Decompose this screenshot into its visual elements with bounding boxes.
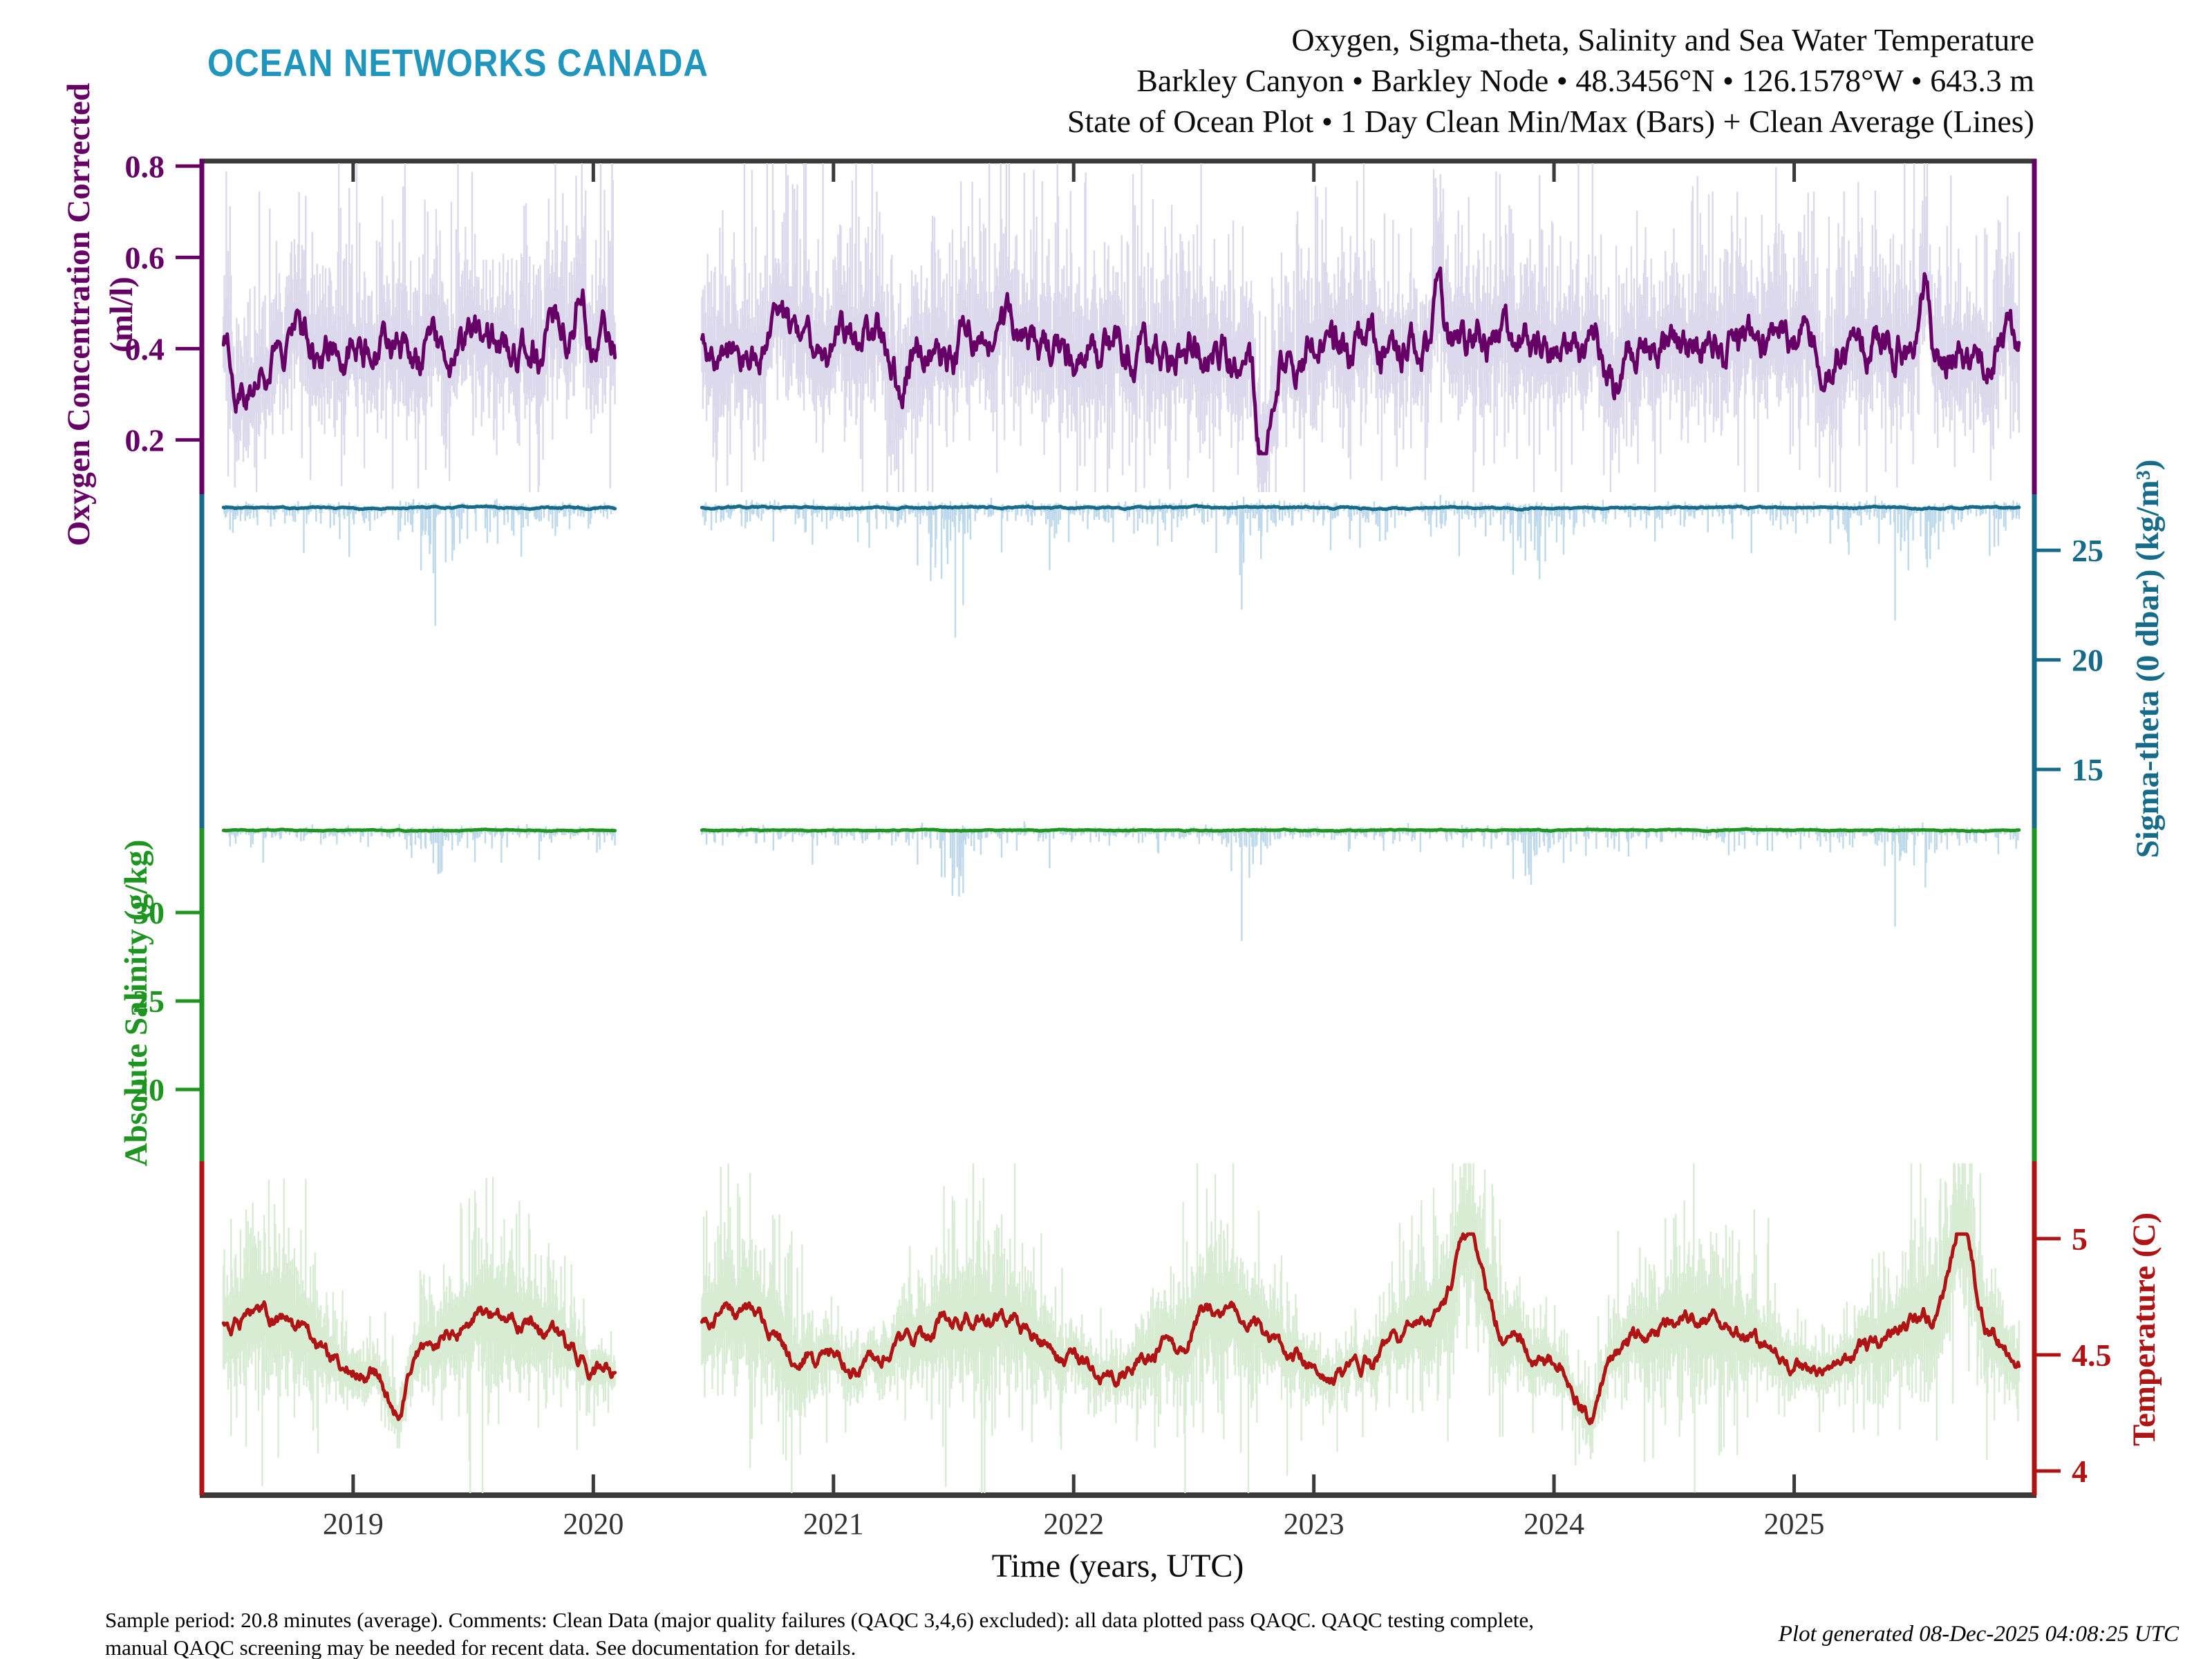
x-tick-label-2025: 2025: [1764, 1507, 1825, 1541]
y-axis-label-oxygen: Oxygen Concentration Corrected (ml/l): [57, 73, 143, 556]
footer-comments-line1: Sample period: 20.8 minutes (average). C…: [105, 1608, 1535, 1632]
x-tick-label-2019: 2019: [323, 1507, 384, 1541]
onc-logo: OCEAN NETWORKS CANADA: [207, 41, 709, 84]
average-line-temperature: [221, 1232, 2021, 1425]
footer-comments-line2: manual QAQC screening may be needed for …: [105, 1635, 856, 1659]
series-oxygen: [221, 163, 2021, 492]
y-tick-label-temperature-5: 5: [2072, 1221, 2088, 1257]
minmax-bars-sigma-theta: [223, 494, 2020, 638]
y-tick-label-temperature-4: 4: [2072, 1454, 2088, 1489]
plot-subtitle-type: State of Ocean Plot • 1 Day Clean Min/Ma…: [1067, 104, 2034, 139]
x-axis-label: Time (years, UTC): [991, 1548, 1244, 1584]
y-tick-label-oxygen-0.8: 0.8: [125, 149, 165, 184]
series-temperature: [221, 1163, 2021, 1493]
y-tick-label-oxygen-0.6: 0.6: [125, 240, 165, 275]
average-line-sigma-theta: [221, 504, 2021, 512]
y-axis-label-temperature-text: Temperature: [2126, 1265, 2162, 1447]
y-axis-label-temperature-units: (C): [2126, 1212, 2162, 1258]
y-tick-label-sigma-theta-20: 20: [2072, 643, 2103, 678]
footer-generated-timestamp: Plot generated 08-Dec-2025 04:08:25 UTC: [1778, 1622, 2179, 1647]
minmax-bars-salinity: [224, 821, 2019, 941]
y-tick-label-oxygen-0.4: 0.4: [125, 331, 165, 366]
y-axis-label-salinity-text: Absolute Salinity: [118, 928, 154, 1167]
y-axis-label-salinity: Absolute Salinity (g/kg): [115, 782, 158, 1224]
series-layer: [221, 163, 2021, 1493]
y-axis-label-sigma-text: Sigma-theta (0 dbar): [2130, 569, 2166, 859]
plot-frame: 2019 2020 2021 2022 2023 2024 2025: [200, 158, 2036, 1541]
axes-layer: 0.2 0.4 0.6 0.8 15 20 25 20 25 30 4 4.5 5: [125, 149, 2112, 1495]
y-axis-label-sigma-theta: Sigma-theta (0 dbar) (kg/m³): [2126, 362, 2169, 956]
y-tick-label-salinity-20: 20: [133, 1072, 165, 1107]
y-tick-label-temperature-4.5: 4.5: [2072, 1338, 2112, 1373]
average-line-oxygen: [221, 266, 2021, 456]
minmax-bars-temperature: [223, 1163, 2020, 1493]
series-salinity: [221, 821, 2021, 941]
y-tick-label-salinity-25: 25: [133, 984, 165, 1019]
x-tick-label-2020: 2020: [563, 1507, 624, 1541]
footer-comments: Sample period: 20.8 minutes (average). C…: [105, 1606, 1534, 1659]
y-tick-label-sigma-theta-15: 15: [2072, 752, 2103, 787]
x-tick-label-2021: 2021: [803, 1507, 864, 1541]
y-tick-label-salinity-30: 30: [133, 895, 165, 930]
y-axis-label-oxygen-units: (ml/l): [104, 276, 140, 353]
average-line-salinity: [221, 827, 2021, 834]
y-tick-label-oxygen-0.2: 0.2: [125, 422, 165, 458]
series-sigma-theta: [221, 494, 2021, 638]
plot-title: Oxygen, Sigma-theta, Salinity and Sea Wa…: [1291, 22, 2034, 57]
y-axis-label-oxygen-text: Oxygen Concentration Corrected: [61, 82, 97, 547]
y-axis-label-temperature: Temperature (C): [2123, 1143, 2166, 1516]
x-tick-label-2024: 2024: [1524, 1507, 1584, 1541]
plot-title-block: Oxygen, Sigma-theta, Salinity and Sea Wa…: [1067, 19, 2034, 142]
plot-subtitle-location: Barkley Canyon • Barkley Node • 48.3456°…: [1136, 63, 2034, 98]
y-axis-label-salinity-units: (g/kg): [118, 839, 154, 921]
y-axis-label-sigma-units: (kg/m³): [2130, 459, 2166, 561]
y-tick-label-sigma-theta-25: 25: [2072, 533, 2103, 568]
x-tick-label-2022: 2022: [1043, 1507, 1104, 1541]
x-tick-label-2023: 2023: [1284, 1507, 1344, 1541]
